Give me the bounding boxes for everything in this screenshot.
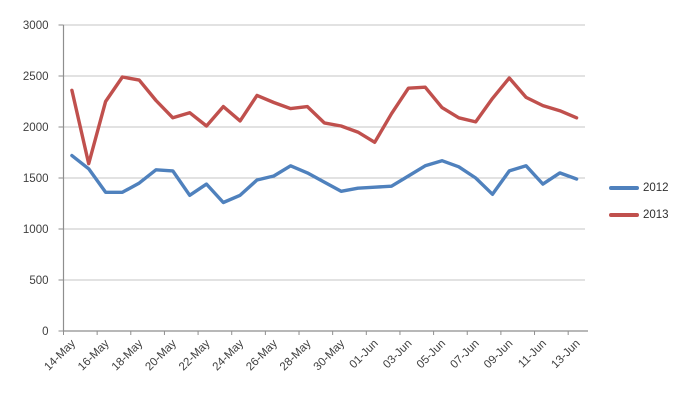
legend-label-2012: 2012 — [643, 182, 669, 194]
x-tick-label-05-Jun: 05-Jun — [415, 338, 448, 371]
x-tick-label-16-May: 16-May — [76, 337, 112, 373]
series-line-2013 — [70, 75, 579, 166]
legend-swatch-2013 — [609, 213, 639, 217]
x-tick-label-14-May: 14-May — [42, 337, 78, 373]
x-tick-label-24-May: 24-May — [211, 337, 247, 373]
x-tick-label-22-May: 22-May — [177, 337, 213, 373]
y-tick-label-3000: 3000 — [23, 20, 49, 32]
legend: 2012 2013 — [609, 181, 669, 222]
legend-item-2013: 2013 — [609, 208, 669, 222]
y-tick-label-2000: 2000 — [23, 122, 49, 134]
x-tick-label-09-Jun: 09-Jun — [482, 338, 515, 371]
x-tick-label-30-May: 30-May — [312, 337, 348, 373]
series-line-2012 — [70, 153, 579, 205]
x-tick-label-18-May: 18-May — [110, 337, 146, 373]
y-tick-label-0: 0 — [42, 326, 48, 338]
x-tick-label-03-Jun: 03-Jun — [381, 338, 414, 371]
y-tick-label-1500: 1500 — [23, 173, 49, 185]
y-tick-label-1000: 1000 — [23, 224, 49, 236]
legend-item-2012: 2012 — [609, 181, 669, 195]
x-tick-label-07-Jun: 07-Jun — [448, 338, 481, 371]
y-tick-label-500: 500 — [29, 275, 48, 287]
x-tick-label-20-May: 20-May — [143, 337, 179, 373]
x-tick-label-11-Jun: 11-Jun — [516, 338, 549, 371]
y-tick-label-2500: 2500 — [23, 71, 49, 83]
legend-label-2013: 2013 — [643, 209, 669, 221]
legend-swatch-2012 — [609, 186, 639, 190]
x-tick-label-13-Jun: 13-Jun — [549, 338, 582, 371]
x-tick-label-01-Jun: 01-Jun — [347, 338, 380, 371]
x-tick-label-28-May: 28-May — [278, 337, 314, 373]
x-tick-label-26-May: 26-May — [244, 337, 280, 373]
